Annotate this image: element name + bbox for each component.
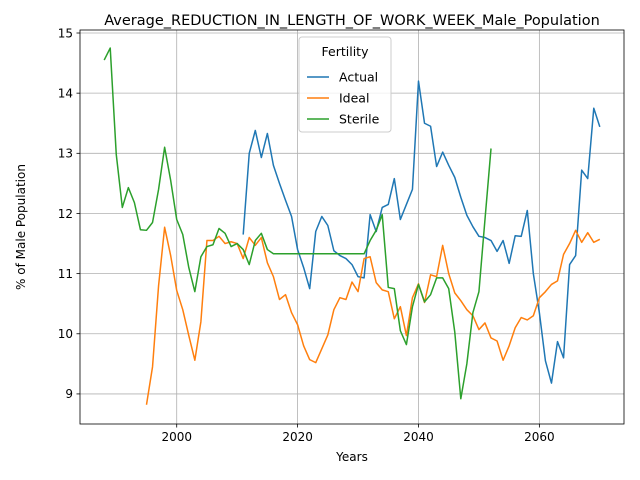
x-axis-label: Years — [335, 450, 368, 464]
plot-series — [103, 47, 601, 405]
series-line-actual — [242, 80, 601, 384]
y-tick-label: 10 — [58, 327, 73, 341]
x-axis-ticks: 2000 2020 2040 2060 — [161, 424, 555, 444]
legend-box — [298, 36, 392, 133]
legend-label-ideal: Ideal — [339, 91, 369, 106]
x-tick-label: 2020 — [282, 430, 313, 444]
x-tick-label: 2040 — [403, 430, 434, 444]
plot-frame — [79, 29, 625, 425]
y-tick-label: 11 — [58, 267, 73, 281]
series-line-ideal — [145, 226, 601, 405]
y-axis-label: % of Male Population — [14, 164, 28, 290]
y-tick-label: 15 — [58, 26, 73, 40]
y-axis-ticks: 9 10 11 12 13 14 15 — [58, 26, 80, 401]
x-tick-label: 2060 — [524, 430, 555, 444]
grid-lines — [80, 30, 624, 424]
legend: Fertility Actual Ideal Sterile — [298, 36, 392, 133]
y-tick-label: 14 — [58, 86, 73, 100]
chart-title: Average_REDUCTION_IN_LENGTH_OF_WORK_WEEK… — [104, 13, 600, 29]
y-tick-label: 13 — [58, 147, 73, 161]
series-line-sterile — [103, 47, 492, 400]
legend-label-actual: Actual — [339, 70, 378, 85]
y-tick-label: 9 — [65, 387, 73, 401]
x-tick-label: 2000 — [161, 430, 192, 444]
legend-label-sterile: Sterile — [339, 112, 380, 127]
legend-title: Fertility — [322, 44, 370, 59]
y-tick-label: 12 — [58, 207, 73, 221]
